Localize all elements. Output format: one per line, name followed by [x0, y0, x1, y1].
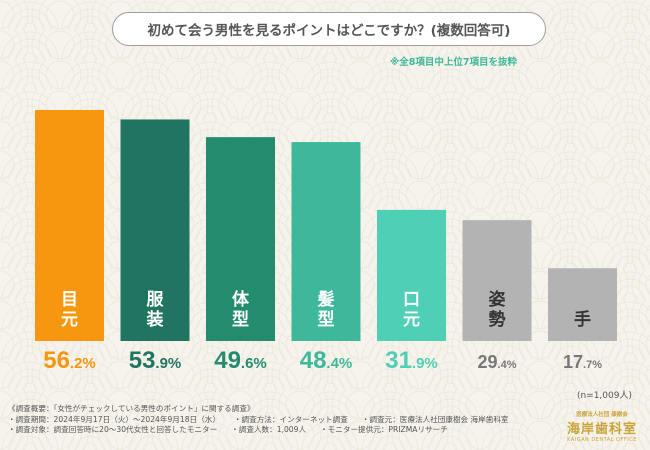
survey-footer: 《調査概要：「女性がチェックしている男性のポイント」に関する調査》 ・調査期間：… [8, 404, 568, 436]
category-label-1: 目元 [61, 290, 78, 330]
logo-top-text: 医療法人社団 康樹会 [576, 412, 628, 418]
category-label-4: 髪型 [317, 289, 335, 330]
value-label-6: 29.4% [478, 352, 517, 372]
sample-size: (n=1,009人) [576, 391, 632, 401]
chart-subtitle: ※全8項目中上位7項目を抜粋 [390, 57, 517, 68]
category-label-3: 体型 [232, 289, 250, 330]
survey-respondents: ・調査人数：1,009人 [231, 425, 307, 434]
bar-1 [35, 110, 104, 341]
value-label-2: 53.9% [129, 347, 182, 374]
bar-6 [462, 220, 532, 341]
category-label-6: 姿勢 [489, 289, 506, 330]
category-label-2: 服装 [146, 290, 165, 330]
bar-7 [548, 268, 617, 341]
survey-method: ・調査方法：インターネット調査 [233, 414, 348, 424]
value-label-1: 56.2% [43, 347, 96, 374]
value-label-5: 31.9% [385, 347, 438, 374]
logo-main-text: 海岸歯科室 [566, 422, 637, 437]
value-label-4: 48.4% [300, 347, 353, 374]
survey-period: ・調査期間：2024年9月17日（火）〜2024年9月18日（水） [8, 414, 220, 424]
survey-source: ・調査元：医療法人社団康樹会 海岸歯科室 [361, 414, 509, 424]
survey-target: ・調査対象：調査回答時に20〜30代女性と回答したモニター [8, 425, 218, 434]
bar-5 [377, 209, 446, 341]
bar-chart: 目元 56.2% 服装 53.9% 体型 49.6% 髪型 48.4% 口元 31.9% 姿勢 29.… [35, 110, 617, 374]
chart-title: 初めて会う男性を見るポイントはどこですか？(複数回答可) [112, 12, 546, 46]
survey-overview: 《調査概要：「女性がチェックしている男性のポイント」に関する調査》 [8, 404, 255, 413]
bar-4 [291, 142, 361, 341]
survey-provider: ・モニター提供元：PRIZMAリサーチ [320, 425, 448, 434]
bar-2 [120, 119, 190, 341]
bar-3 [206, 137, 275, 341]
clinic-logo: 医療法人社団 康樹会 海岸歯科室 KAIGAN DENTAL OFFICE [560, 410, 644, 443]
logo-sub-text: KAIGAN DENTAL OFFICE [567, 437, 637, 443]
value-label-3: 49.6% [214, 347, 267, 374]
value-label-7: 17.7% [563, 352, 602, 372]
category-label-5: 口元 [403, 290, 420, 330]
category-label-7: 手 [574, 309, 591, 330]
